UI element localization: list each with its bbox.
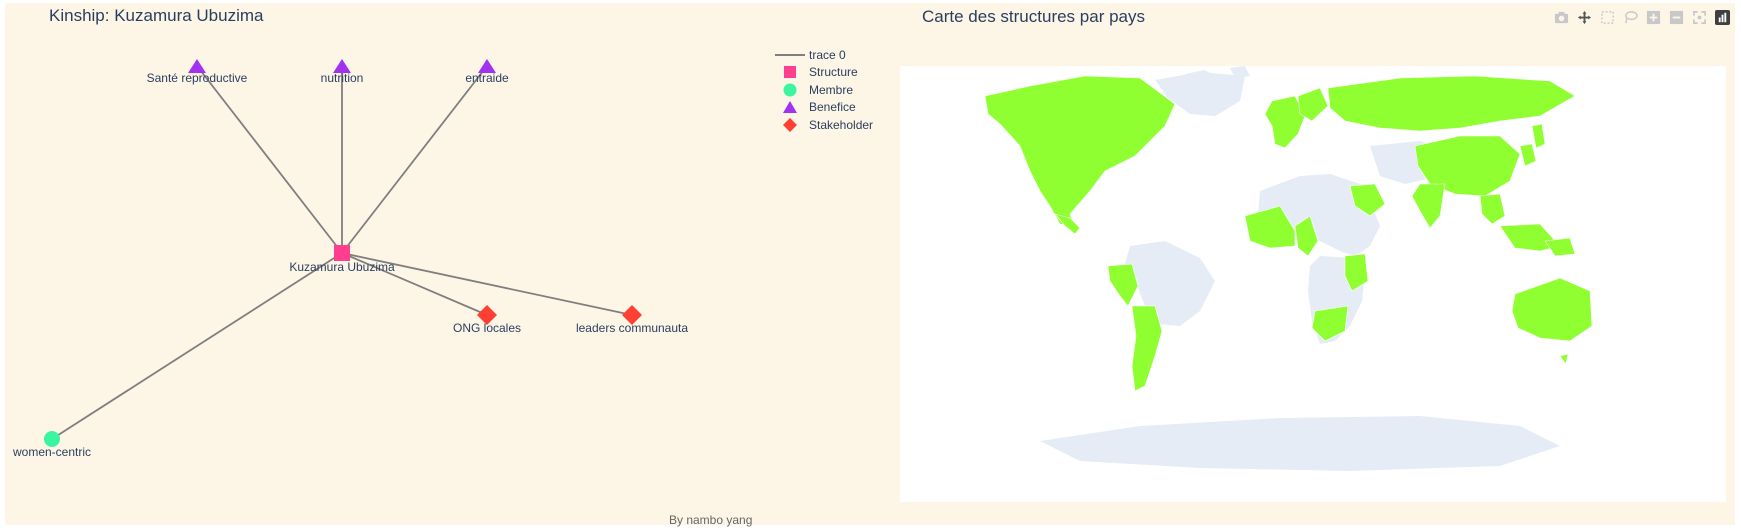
camera-icon[interactable] <box>1553 9 1570 26</box>
node-label: women-centric <box>12 445 91 459</box>
node-benefice-marker[interactable] <box>333 59 351 73</box>
triangle-swatch-icon <box>783 101 797 114</box>
legend-label: Stakeholder <box>809 117 874 132</box>
modebar <box>1553 9 1731 26</box>
network-edge <box>341 65 488 254</box>
lasso-icon[interactable] <box>1622 9 1639 26</box>
node-benefice-marker[interactable] <box>188 59 206 73</box>
diamond-swatch-icon <box>783 117 797 132</box>
legend: trace 0 Structure Membre Benefice Stakeh… <box>775 46 873 134</box>
node-label: leaders communauta <box>576 321 688 335</box>
legend-item-stakeholder[interactable]: Stakeholder <box>775 116 873 134</box>
node-structure-marker[interactable] <box>334 245 350 261</box>
node-label: Santé reproductive <box>147 71 248 85</box>
network-edge <box>196 65 343 254</box>
zoom-out-icon[interactable] <box>1668 9 1685 26</box>
legend-item-membre[interactable]: Membre <box>775 81 873 99</box>
node-label: nutrition <box>321 71 364 85</box>
network-edge <box>51 252 343 440</box>
legend-label: Structure <box>809 65 858 80</box>
node-benefice-marker[interactable] <box>478 59 496 73</box>
dashboard-panel: Kinship: Kuzamura Ubuzima Santé reproduc… <box>5 3 1735 527</box>
legend-item-structure[interactable]: Structure <box>775 64 873 82</box>
box-select-icon[interactable] <box>1599 9 1616 26</box>
legend-item-trace0[interactable]: trace 0 <box>775 46 873 64</box>
world-map[interactable] <box>900 66 1726 502</box>
legend-item-benefice[interactable]: Benefice <box>775 99 873 117</box>
legend-label: trace 0 <box>809 47 846 62</box>
node-membre-marker[interactable] <box>44 431 60 447</box>
node-label: entraide <box>465 71 509 85</box>
network-edge <box>341 252 488 316</box>
center-node-label: Kuzamura Ubuzima <box>289 260 395 274</box>
plotly-logo-icon[interactable] <box>1714 9 1731 26</box>
circle-swatch-icon <box>783 83 797 97</box>
pan-icon[interactable] <box>1576 9 1593 26</box>
node-stakeholder-marker[interactable] <box>477 305 497 325</box>
node-stakeholder-marker[interactable] <box>622 305 642 325</box>
map-title: Carte des structures par pays <box>922 7 1145 26</box>
network-title: Kinship: Kuzamura Ubuzima <box>49 6 264 25</box>
network-graph[interactable]: Santé reproductive nutrition entraide ONG l… <box>5 3 765 525</box>
legend-label: Benefice <box>809 100 856 115</box>
choropleth-map[interactable] <box>900 66 1726 502</box>
legend-label: Membre <box>809 82 854 97</box>
footer-credit: By nambo yang <box>669 513 753 527</box>
network-edge <box>341 252 633 316</box>
zoom-in-icon[interactable] <box>1645 9 1662 26</box>
square-swatch-icon <box>784 66 796 79</box>
reset-icon[interactable] <box>1691 9 1708 26</box>
node-label: ONG locales <box>453 321 521 335</box>
